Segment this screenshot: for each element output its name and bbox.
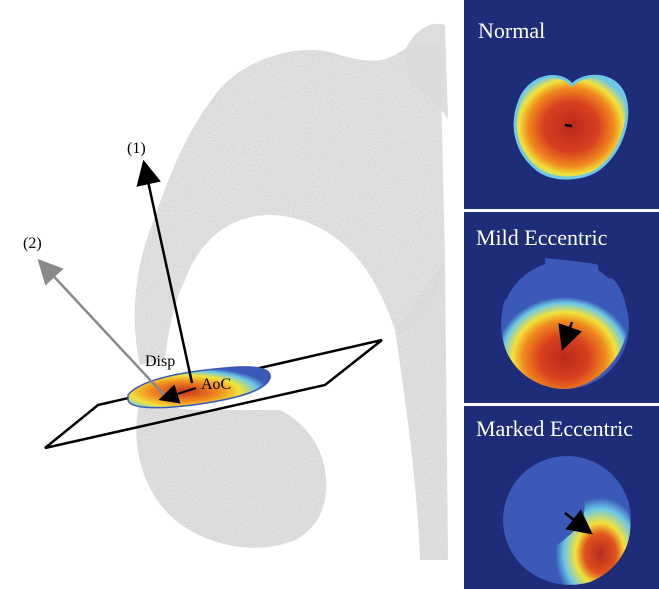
vector-1-label: (1) <box>127 140 146 157</box>
panel-mild: Mild Eccentric <box>464 212 659 403</box>
aoc-label: AoC <box>201 376 231 393</box>
panel-mild-arrow <box>558 321 582 351</box>
panel-normal-title: Normal <box>478 18 545 43</box>
aortic-arch-stipple <box>134 43 445 365</box>
aortic-root-stipple <box>136 400 327 548</box>
measurement-plane <box>44 338 383 450</box>
panel-mild-notch <box>545 258 600 298</box>
panel-marked-title: Marked Eccentric <box>476 416 633 441</box>
panel-normal-arrow <box>564 123 573 128</box>
panel-marked: Marked Eccentric <box>464 406 659 589</box>
panel-marked-arrow <box>564 509 593 535</box>
descending-aorta-stipple <box>395 260 448 560</box>
vector-1-arrow <box>136 159 194 384</box>
displacement-arrow <box>158 384 197 404</box>
vector-2-arrow <box>37 258 167 398</box>
aorta-sketch <box>134 23 448 560</box>
disp-label: Disp <box>145 353 175 370</box>
panel-marked-heatmap <box>530 460 631 585</box>
panel-normal: Normal <box>464 0 659 209</box>
vector-2-label: (2) <box>23 235 42 252</box>
panel-normal-heatmap <box>513 74 629 180</box>
branch-vessel <box>405 23 448 120</box>
panel-mild-title: Mild Eccentric <box>476 225 608 250</box>
